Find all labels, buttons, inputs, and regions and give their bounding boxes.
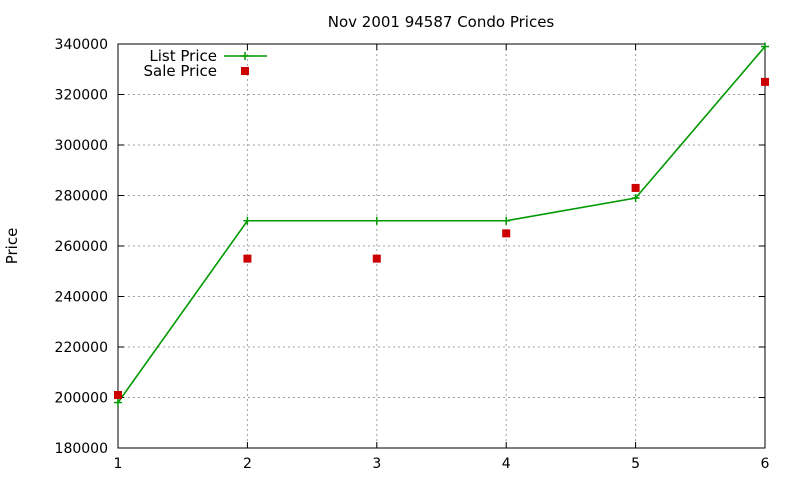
list-price-point [114, 398, 122, 407]
sale-price-point [631, 183, 640, 192]
legend-label: Sale Price [144, 62, 217, 80]
list-price-point [243, 216, 252, 225]
y-tick-label: 280000 [55, 189, 108, 205]
list-price-point [631, 194, 640, 203]
plot-frame [117, 43, 766, 449]
grid [118, 44, 765, 448]
y-tick-label: 260000 [55, 239, 108, 255]
sale-price-point [372, 254, 381, 263]
legend-label: List Price [149, 47, 217, 65]
sale-price-point [502, 229, 511, 238]
y-tick-label: 200000 [55, 391, 108, 407]
list-price-point [502, 216, 511, 225]
y-tick-label: 300000 [55, 138, 108, 154]
legend-square-sample [241, 67, 249, 75]
x-tick-label: 4 [502, 456, 511, 472]
list-price-point [761, 42, 769, 51]
series-layer [114, 42, 769, 407]
y-tick-label: 180000 [55, 441, 108, 457]
series-list-price [114, 42, 769, 407]
y-tick-label: 340000 [55, 37, 108, 53]
y-tick-label: 240000 [55, 290, 108, 306]
series-sale-price [114, 77, 769, 399]
x-tick-label: 1 [114, 456, 123, 472]
y-tick-label: 320000 [55, 88, 108, 104]
y-axis-label: Price [3, 228, 21, 265]
tick-labels: 180000 200000 220000 240000 260000 280000 3000… [55, 37, 770, 472]
chart-title: Nov 2001 94587 Condo Prices [328, 13, 555, 31]
sale-price-point [114, 390, 122, 399]
sale-price-point [761, 77, 769, 86]
x-tick-label: 5 [631, 456, 640, 472]
x-tick-label: 2 [243, 456, 252, 472]
y-tick-label: 220000 [55, 340, 108, 356]
list-price-point [372, 216, 381, 225]
legend-cross-sample [241, 52, 249, 60]
axes [117, 43, 766, 449]
list-price-line [117, 46, 766, 404]
sale-price-point [243, 254, 252, 263]
x-tick-label: 3 [372, 456, 381, 472]
x-tick-label: 6 [761, 456, 770, 472]
